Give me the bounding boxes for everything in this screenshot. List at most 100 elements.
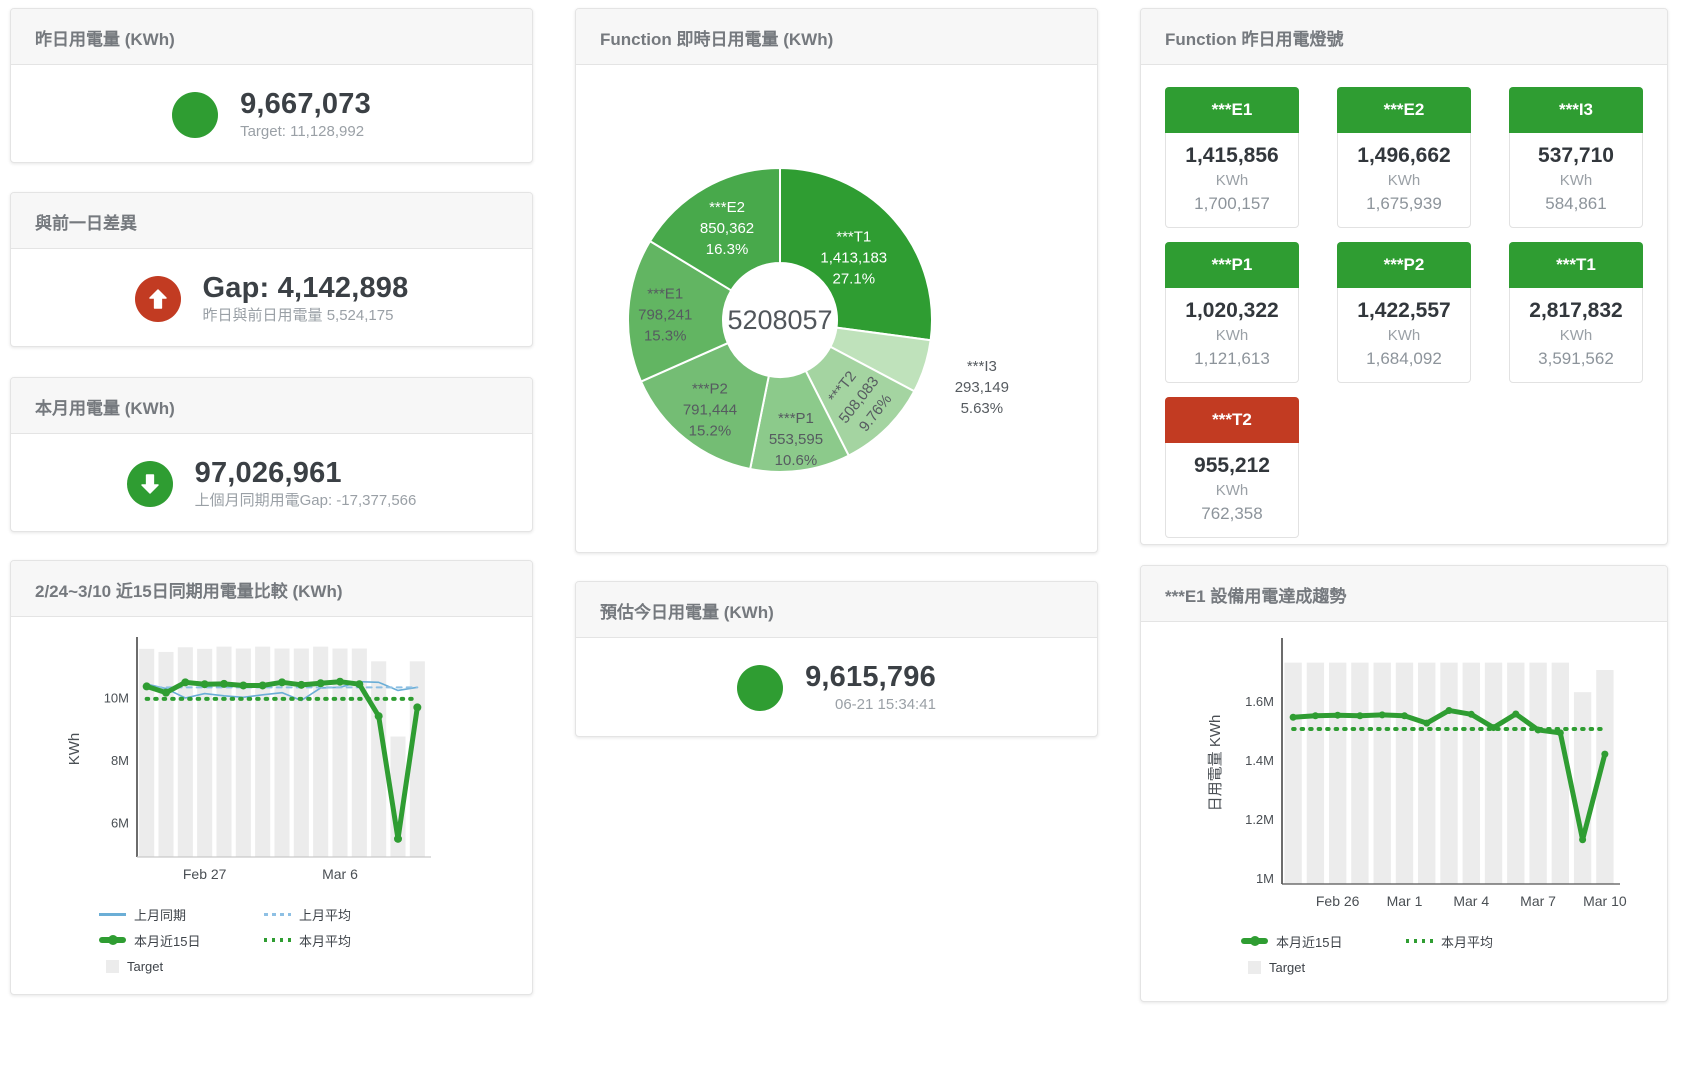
e1-trend-plot[interactable]: 1M 1.2M 1.4M 1.6M 日用電量 KWh Feb 26 Mar 1 Mar 4 Ma… [1141,626,1667,928]
light-tile-p1[interactable]: ***P1 1,020,322 KWh 1,121,613 [1165,242,1299,383]
y-tick-label: 1.6M [1245,694,1274,709]
data-point-marker[interactable] [1289,713,1297,721]
target-bar[interactable] [1551,662,1570,884]
data-point-marker[interactable] [1334,711,1342,719]
donut-slice[interactable] [627,239,733,383]
target-bar[interactable] [1529,662,1547,884]
data-point-marker[interactable] [1423,719,1431,727]
legend-swatch-box [1248,960,1261,974]
data-point-marker[interactable] [316,679,325,688]
y-axis-label: 日用電量 KWh [1207,715,1224,812]
estimate-value: 9,615,796 [805,661,936,693]
data-point-marker[interactable] [1311,712,1319,720]
data-point-marker[interactable] [1356,712,1364,720]
data-point-marker[interactable] [412,703,421,712]
data-point-marker[interactable] [161,688,170,697]
target-bar[interactable] [196,648,212,857]
light-tile-e2[interactable]: ***E2 1,496,662 KWh 1,675,939 [1337,87,1471,228]
data-point-marker[interactable] [1445,706,1453,714]
donut-slice[interactable] [779,166,933,342]
legend-label: 本月平均 [1441,934,1494,950]
donut-slice[interactable] [639,341,770,471]
y-tick-label: 8M [110,753,128,768]
donut-slice[interactable] [648,166,781,292]
target-bar[interactable] [1507,662,1525,884]
tile-unit: KWh [1559,172,1593,189]
data-point-marker[interactable] [258,681,267,690]
data-point-marker[interactable] [238,681,247,690]
legend-item[interactable]: 上月同期 [99,901,264,927]
target-bar[interactable] [1573,692,1592,884]
tile-target: 1,700,157 [1194,194,1270,213]
data-point-marker[interactable] [393,834,402,843]
light-tile-header: ***E2 [1337,87,1471,133]
legend-item[interactable]: 上月平均 [264,901,429,927]
target-bar[interactable] [235,648,251,857]
x-tick-label: Feb 27 [182,866,226,882]
legend-item[interactable]: 本月近15日 [1241,928,1406,954]
target-bar[interactable] [409,661,425,857]
light-tile-i3[interactable]: ***I3 537,710 KWh 584,861 [1509,87,1643,228]
light-tile-p2[interactable]: ***P2 1,422,557 KWh 1,684,092 [1337,242,1471,383]
data-point-marker[interactable] [219,679,228,688]
light-tile-header: ***T1 [1509,242,1643,288]
target-bar[interactable] [1373,662,1391,884]
light-tile-t2[interactable]: ***T2 955,212 KWh 762,358 [1165,397,1299,538]
light-tile-header: ***P2 [1337,242,1471,288]
data-point-marker[interactable] [335,677,344,686]
target-bar[interactable] [1284,662,1302,884]
realtime-usage-donut[interactable]: ***T1 1,413,183 27.1% ***I3 293,149 5.63% ***T… [576,65,1097,552]
data-point-marker[interactable] [374,712,383,721]
target-bar[interactable] [1462,662,1480,884]
green-arrow-down-icon [126,460,173,507]
legend-item[interactable]: 本月近15日 [99,927,264,953]
target-bar[interactable] [1484,662,1503,884]
data-point-marker[interactable] [1467,710,1475,718]
target-bar[interactable] [1440,662,1458,884]
target-bar[interactable] [157,651,174,857]
target-bar[interactable] [138,648,154,857]
y-tick-label: 10M [103,690,128,705]
data-point-marker[interactable] [1512,710,1520,718]
tile-value: 537,710 [1538,144,1614,167]
realtime-donut-card: Function 即時日用電量 (KWh) ***T1 1,413,183 27.1… [575,8,1098,553]
legend-item[interactable]: 本月平均 [1406,928,1571,954]
target-bar[interactable] [1395,662,1414,884]
data-point-marker[interactable] [277,678,286,687]
data-point-marker[interactable] [1601,750,1609,758]
data-point-marker[interactable] [180,678,189,687]
light-tile-header: ***E1 [1165,87,1299,133]
tile-unit: KWh [1215,172,1249,189]
target-bar[interactable] [254,646,270,857]
data-point-marker[interactable] [354,680,363,689]
data-point-marker[interactable] [1579,836,1587,844]
target-bar[interactable] [312,646,328,857]
target-bar[interactable] [1328,662,1347,884]
series-line-line[interactable] [145,680,418,702]
card-title: 昨日用電量 (KWh) [11,9,532,65]
tile-unit: KWh [1387,327,1421,344]
data-point-marker[interactable] [1378,711,1386,719]
data-point-marker[interactable] [200,680,209,689]
data-point-marker[interactable] [1556,729,1564,737]
compare-chart-plot[interactable]: 6M 8M 10M KWh Feb 27 Mar 6 [11,623,532,901]
target-bar[interactable] [215,646,232,857]
target-bar[interactable] [1306,662,1325,884]
legend-item[interactable]: 本月平均 [264,927,429,953]
data-point-marker[interactable] [142,682,151,691]
target-bar[interactable] [273,648,290,857]
data-point-marker[interactable] [296,680,305,689]
card-title: Function 即時日用電量 (KWh) [576,9,1097,65]
target-bar[interactable] [1351,662,1369,884]
legend-item[interactable]: Target [99,953,264,979]
legend-item[interactable]: Target [1241,954,1406,980]
target-bar[interactable] [1418,662,1436,884]
gap-subtitle: 昨日與前日用電量 5,524,175 [202,307,394,324]
target-bar[interactable] [293,648,309,857]
target-bar[interactable] [351,648,367,857]
light-tile-t1[interactable]: ***T1 2,817,832 KWh 3,591,562 [1509,242,1643,383]
legend-swatch-line [99,912,126,916]
light-tile-e1[interactable]: ***E1 1,415,856 KWh 1,700,157 [1165,87,1299,228]
data-point-marker[interactable] [1400,712,1408,720]
target-bar[interactable] [1596,670,1614,884]
